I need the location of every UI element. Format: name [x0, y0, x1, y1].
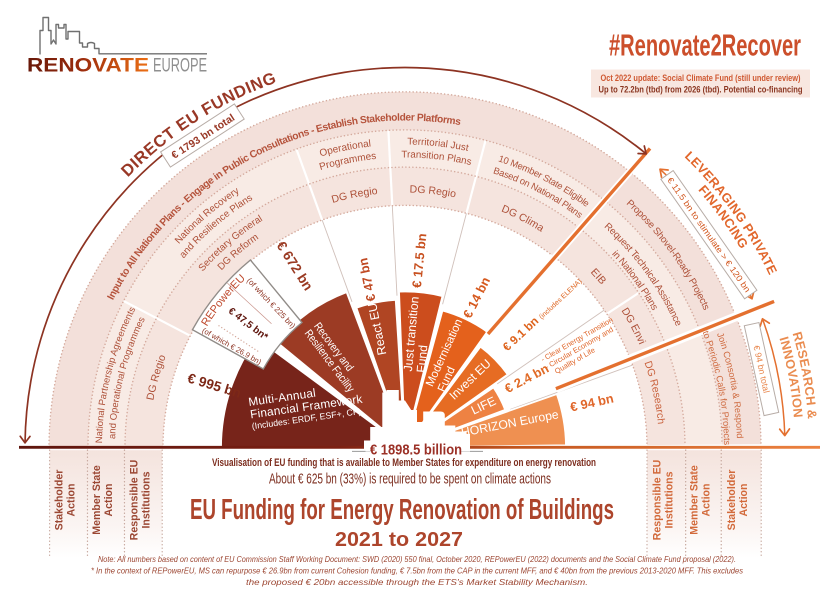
svg-text:the proposed € 20bn accessible: the proposed € 20bn accessible through t… — [246, 577, 588, 587]
svg-text:Responsible EUInstitutions: Responsible EUInstitutions — [128, 460, 152, 541]
svg-text:About € 625 bn (33%) is requir: About € 625 bn (33%) is required to be s… — [269, 471, 551, 488]
svg-text:€ 1898.5 billion: € 1898.5 billion — [370, 442, 462, 459]
svg-text:Member StateAction: Member StateAction — [91, 465, 115, 535]
svg-text:EU Funding for Energy Renovati: EU Funding for Energy Renovation of Buil… — [190, 494, 614, 526]
svg-text:2021 to 2027: 2021 to 2027 — [335, 528, 463, 551]
svg-text:€ 17.5 bn: € 17.5 bn — [409, 232, 429, 288]
svg-text:StakeholderAction: StakeholderAction — [54, 470, 78, 531]
svg-text:RENOVATE: RENOVATE — [27, 55, 149, 77]
svg-text:Oct 2022 update: Social Climat: Oct 2022 update: Social Climate Fund (st… — [601, 73, 801, 84]
svg-text:Note: All numbers based on con: Note: All numbers based on content of EU… — [98, 554, 736, 564]
svg-text:Just transitionFund: Just transitionFund — [401, 296, 435, 373]
svg-text:StakeholderAction: StakeholderAction — [726, 470, 750, 531]
svg-text:Visualisation of EU funding th: Visualisation of EU funding that is avai… — [212, 457, 596, 469]
svg-text:Member StateAction: Member StateAction — [689, 465, 713, 535]
svg-text:Up to 72.2bn (tbd) from 2026 (: Up to 72.2bn (tbd) from 2026 (tbd). Pote… — [599, 85, 803, 96]
svg-text:Responsible EUInstitutions: Responsible EUInstitutions — [651, 460, 675, 541]
svg-text:* In the context of REPowerEU,: * In the context of REPowerEU, MS can re… — [91, 566, 744, 576]
svg-text:#Renovate2Recover: #Renovate2Recover — [609, 28, 801, 63]
svg-text:EUROPE: EUROPE — [153, 55, 207, 77]
